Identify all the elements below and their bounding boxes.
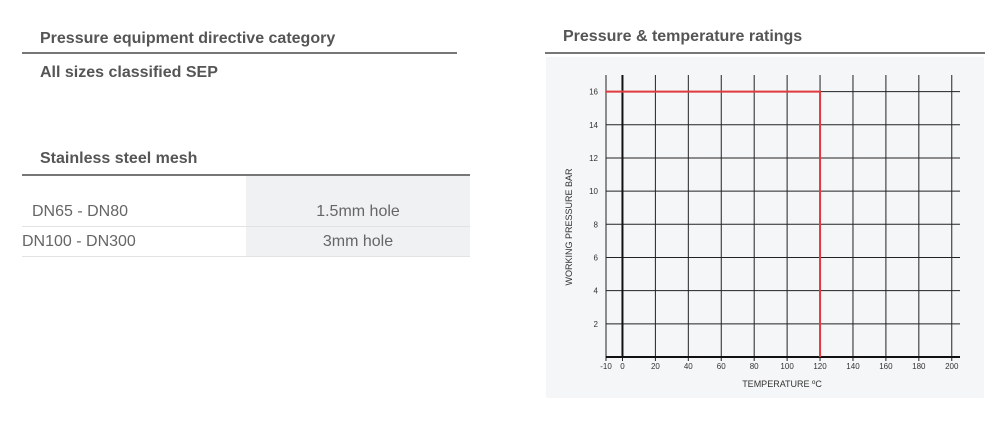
y-tick-label: 8 <box>594 220 599 229</box>
subheading: All sizes classified SEP <box>40 64 218 81</box>
y-axis-label: WORKING PRESSURE BAR <box>564 168 574 286</box>
x-tick-label: 160 <box>879 362 893 371</box>
table-cell: 1.5mm hole <box>316 203 400 220</box>
chart-bg <box>546 57 984 398</box>
column-bg <box>246 176 470 256</box>
heading: Pressure equipment directive category <box>40 30 336 47</box>
y-tick-label: 16 <box>589 88 598 97</box>
x-tick-label: 100 <box>780 362 794 371</box>
x-tick-label: 60 <box>717 362 726 371</box>
mesh-title: Stainless steel mesh <box>40 150 198 167</box>
x-tick-label: 40 <box>684 362 693 371</box>
y-tick-label: 12 <box>589 154 598 163</box>
x-tick-label: 200 <box>945 362 959 371</box>
y-tick-label: 2 <box>594 320 599 329</box>
chart-title: Pressure & temperature ratings <box>563 28 803 45</box>
y-tick-label: 10 <box>589 187 598 196</box>
x-tick-label: 140 <box>846 362 860 371</box>
chart: TEMPERATURE ºC WORKING PRESSURE BAR -10 0… <box>546 57 984 398</box>
rule <box>22 174 470 176</box>
x-tick-label: -10 <box>600 362 612 371</box>
y-tick-label: 6 <box>594 253 599 262</box>
rule <box>545 52 985 54</box>
rating-line <box>606 90 822 357</box>
y-tick-label: 4 <box>594 287 599 296</box>
x-tick-label: 120 <box>813 362 827 371</box>
table-cell: DN100 - DN300 <box>22 233 136 250</box>
row-line <box>22 226 470 227</box>
x-tick-label: 0 <box>620 362 625 371</box>
table-cell: DN65 - DN80 <box>32 203 129 220</box>
y-tick-label: 14 <box>589 121 598 130</box>
rule <box>22 52 457 54</box>
x-tick-label: 180 <box>912 362 926 371</box>
row-line <box>22 256 470 257</box>
x-tick-label: 80 <box>750 362 759 371</box>
table-cell: 3mm hole <box>322 233 394 250</box>
x-tick-label: 20 <box>651 362 660 371</box>
x-axis-label: TEMPERATURE ºC <box>742 379 822 389</box>
